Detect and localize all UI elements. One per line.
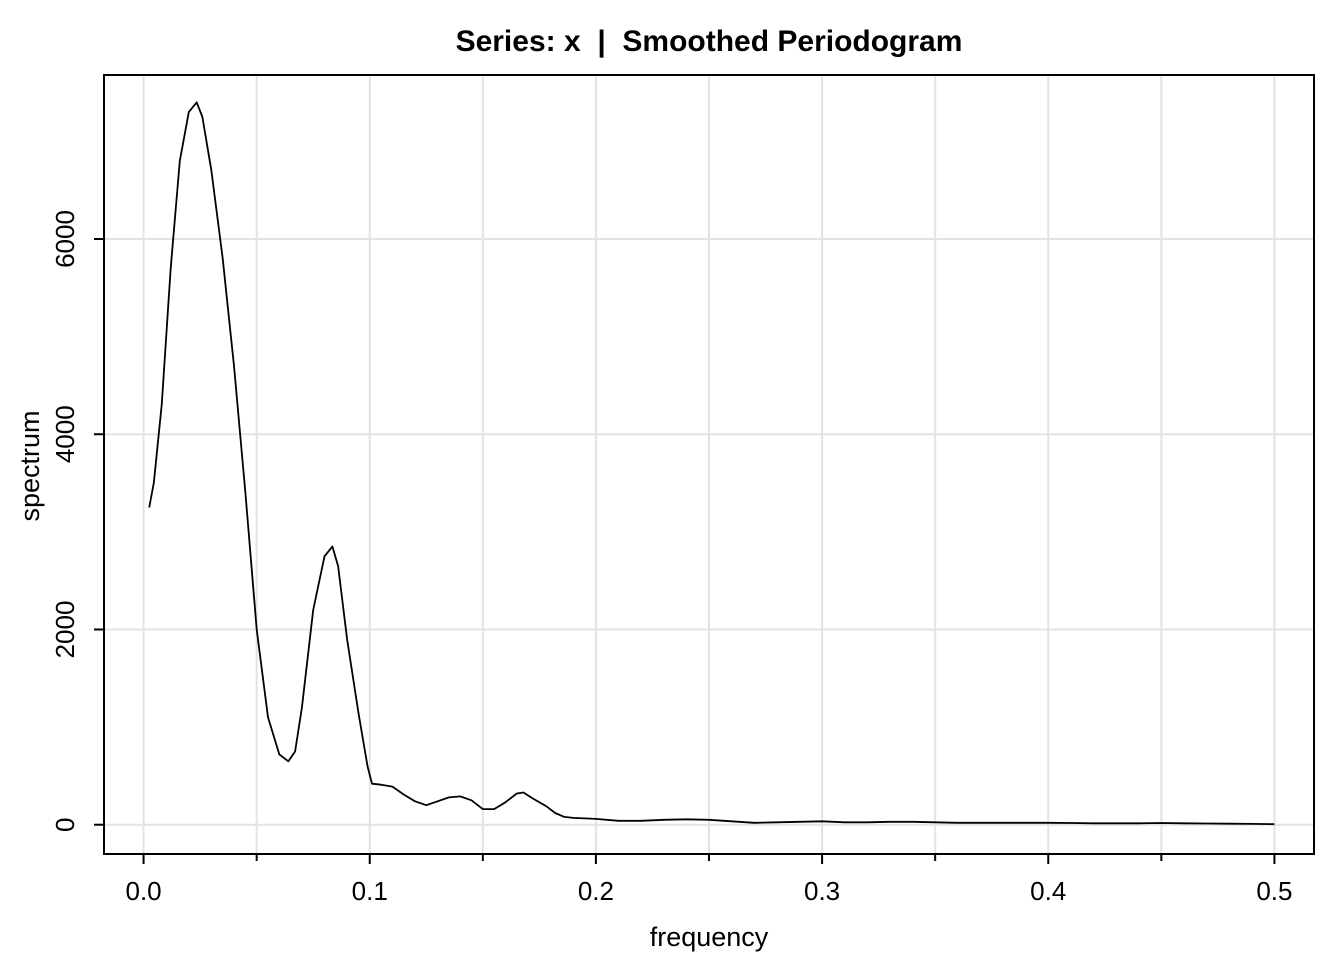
x-tick-label: 0.4: [1030, 876, 1066, 906]
x-tick-label: 0.3: [804, 876, 840, 906]
chart-title: Series: x | Smoothed Periodogram: [456, 25, 963, 58]
x-tick-label: 0.1: [352, 876, 388, 906]
x-axis-label: frequency: [650, 922, 769, 952]
x-tick-label: 0.5: [1256, 876, 1292, 906]
y-axis-label: spectrum: [15, 410, 45, 521]
y-tick-label: 6000: [50, 210, 80, 268]
y-tick-label: 2000: [50, 601, 80, 659]
x-tick-label: 0.2: [578, 876, 614, 906]
gridlines: [104, 75, 1314, 854]
spectrum-line: [148, 101, 1275, 826]
y-tick-label: 0: [50, 817, 80, 831]
y-tick-label: 4000: [50, 405, 80, 463]
x-tick-label: 0.0: [126, 876, 162, 906]
axes: 0.0 0.1 0.2 0.3 0.4 0.5 0 2000 4000 6000: [50, 210, 1292, 906]
series-layer: [148, 101, 1275, 826]
